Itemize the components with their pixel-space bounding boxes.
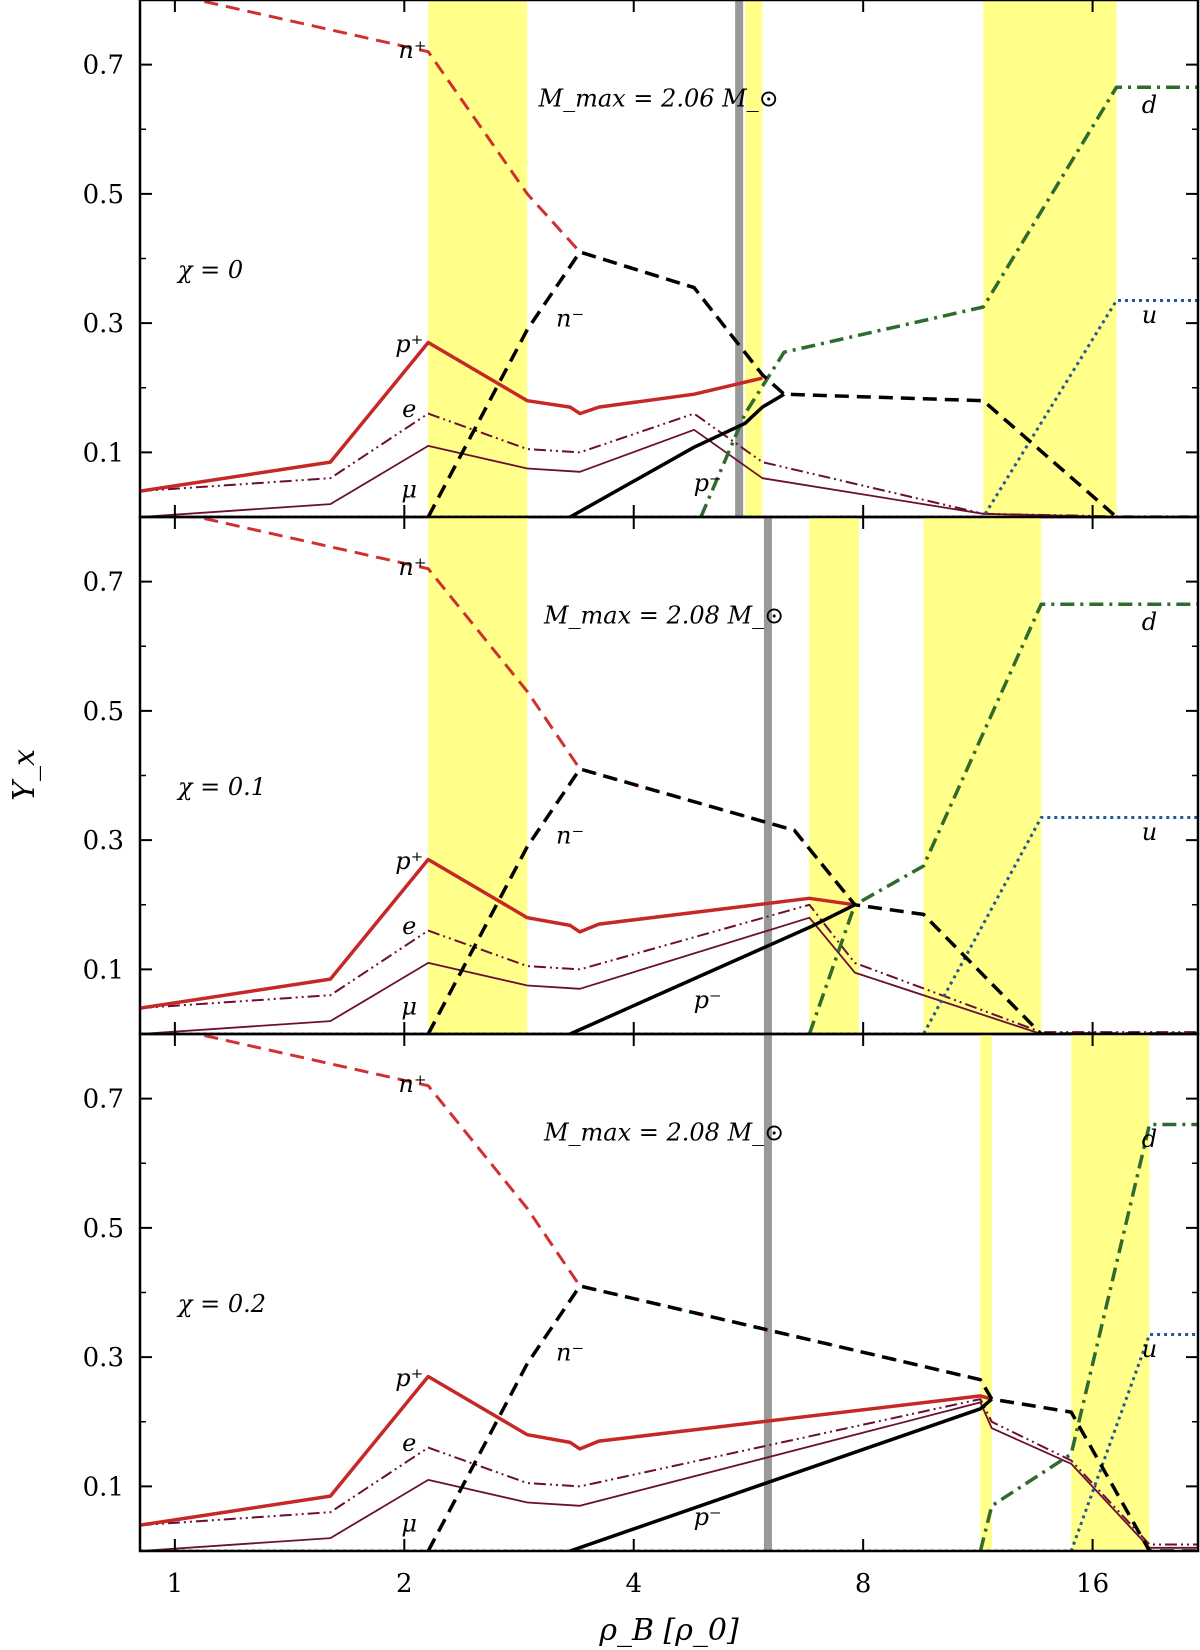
- curve-label-e: e: [402, 1429, 416, 1457]
- curve-label-u: u: [1142, 1335, 1157, 1363]
- series-line-nplus: [190, 517, 856, 906]
- curve-label-d: d: [1142, 91, 1157, 119]
- curve-label-nminus: n⁻: [556, 821, 584, 849]
- series-line-pminus: [569, 392, 785, 517]
- series-line-nplus: [190, 1034, 994, 1400]
- series-line-pminus: [569, 1397, 993, 1551]
- x-tick-label: 8: [855, 1569, 872, 1599]
- series-line-pplus: [140, 1374, 993, 1527]
- series-line-pplus: [140, 857, 856, 1010]
- series-line-nminus: [426, 250, 1118, 517]
- x-tick-label: 4: [625, 1569, 642, 1599]
- curve-label-d: d: [1142, 1125, 1157, 1153]
- series-line-pminus: [569, 903, 856, 1034]
- curve-label-pminus: p⁻: [694, 986, 722, 1014]
- y-tick-label: 0.1: [83, 438, 124, 468]
- series-line-mu: [140, 428, 1117, 517]
- curve-label-d: d: [1142, 608, 1157, 636]
- curve-label-nplus: n⁺: [398, 36, 426, 64]
- mixed-phase-band: [428, 0, 528, 517]
- chi-label: χ = 0.2: [176, 1290, 266, 1318]
- plot-area-1: [140, 0, 1198, 517]
- series-line-nminus: [426, 1284, 1198, 1551]
- curve-label-pplus: p⁺: [395, 847, 423, 875]
- mmax-label: M_max = 2.06 M_⊙: [538, 85, 779, 113]
- series-line-d: [807, 602, 1198, 1034]
- y-tick-label: 0.5: [83, 697, 124, 727]
- series-line-pplus: [140, 340, 763, 493]
- series-line-d: [699, 85, 1198, 517]
- mmax-label: M_max = 2.08 M_⊙: [543, 602, 784, 630]
- panel-1: 0.1 0.3 0.5 0.7 n⁺ n⁻ p⁺ p⁻ e μ d u χ = 0 M_max = 2.0…: [83, 0, 1200, 519]
- series-line-e: [140, 1398, 1198, 1546]
- y-tick-label: 0.3: [83, 309, 124, 339]
- mmax-label: M_max = 2.08 M_⊙: [543, 1119, 784, 1147]
- x-tick-label: 16: [1076, 1569, 1109, 1599]
- curve-label-u: u: [1142, 301, 1157, 329]
- mixed-phase-band: [983, 0, 1117, 517]
- mixed-phase-band: [745, 0, 763, 517]
- panel-3: 0.1 0.3 0.5 0.7 n⁺ n⁻ p⁺ p⁻ e μ d u χ = 0.2 M_max = 2…: [83, 1032, 1200, 1553]
- y-tick-label: 0.1: [83, 1472, 124, 1502]
- series-line-d: [978, 1122, 1198, 1551]
- y-tick-label: 0.7: [83, 1085, 124, 1115]
- y-tick-label: 0.7: [83, 568, 124, 598]
- curve-label-nplus: n⁺: [398, 1070, 426, 1098]
- y-tick-label: 0.5: [83, 180, 124, 210]
- y-axis-title: Y_x: [7, 749, 42, 801]
- curve-label-pminus: p⁻: [694, 469, 722, 497]
- curve-label-pplus: p⁺: [395, 330, 423, 358]
- y-tick-label: 0.3: [83, 1343, 124, 1373]
- curve-label-pminus: p⁻: [694, 1503, 722, 1531]
- series-line-mu: [140, 1401, 1198, 1551]
- curve-label-mu: μ: [401, 476, 417, 504]
- chi-label: χ = 0.1: [176, 773, 266, 801]
- y-tick-label: 0.5: [83, 1214, 124, 1244]
- curve-label-e: e: [402, 395, 416, 423]
- x-tick-label: 2: [396, 1569, 413, 1599]
- series-line-e: [140, 903, 1198, 1034]
- chi-label: χ = 0: [176, 256, 243, 284]
- mixed-phase-band: [428, 517, 528, 1034]
- curve-label-mu: μ: [401, 1510, 417, 1538]
- plot-area-3: [140, 1034, 1198, 1551]
- curve-label-nminus: n⁻: [556, 1338, 584, 1366]
- curve-label-pplus: p⁺: [395, 1364, 423, 1392]
- mixed-phase-band: [809, 517, 859, 1034]
- series-line-u: [140, 816, 1198, 1034]
- curve-label-u: u: [1142, 818, 1157, 846]
- panel-frame: [138, 1032, 1200, 1553]
- panel-2: 0.1 0.3 0.5 0.7 n⁺ n⁻ p⁺ p⁻ e μ d u χ = 0.1 M_max = 2…: [83, 515, 1200, 1036]
- y-tick-label: 0.7: [83, 51, 124, 81]
- x-axis-title: ρ_B [ρ_0]: [598, 1613, 739, 1648]
- plot-area-2: [140, 517, 1198, 1034]
- x-tick-label: 1: [167, 1569, 184, 1599]
- y-tick-label: 0.3: [83, 826, 124, 856]
- series-line-mu: [140, 916, 1042, 1034]
- y-tick-label: 0.1: [83, 955, 124, 985]
- curve-label-nplus: n⁺: [398, 553, 426, 581]
- series-line-nminus: [426, 767, 1198, 1034]
- curve-label-e: e: [402, 912, 416, 940]
- curve-label-nminus: n⁻: [556, 304, 584, 332]
- mixed-phase-band: [980, 1034, 992, 1551]
- curve-label-mu: μ: [401, 993, 417, 1021]
- series-line-u: [140, 1333, 1198, 1551]
- mixed-phase-band: [1071, 1034, 1150, 1551]
- mixed-phase-band: [923, 517, 1042, 1034]
